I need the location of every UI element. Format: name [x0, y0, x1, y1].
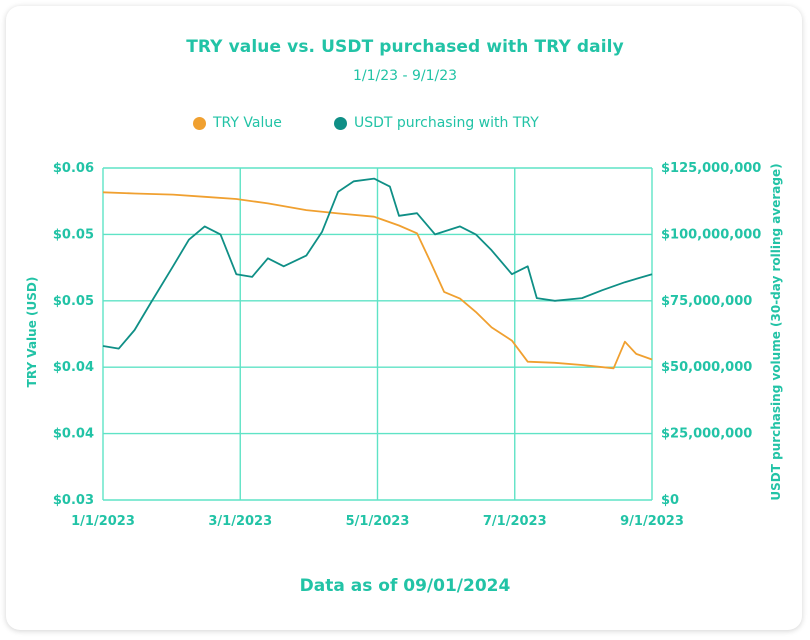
right-axis-tick-label: $100,000,000 — [661, 227, 761, 242]
legend-label-usdt: USDT purchasing with TRY — [354, 115, 539, 131]
left-axis-tick-label: $0.03 — [53, 493, 94, 508]
x-axis-tick-label: 3/1/2023 — [208, 514, 272, 529]
tick-labels: $0.06 $0.05 $0.05 $0.04 $0.04 $0.03 $125,000,0… — [53, 161, 761, 529]
legend-label-try: TRY Value — [213, 115, 282, 131]
x-axis-tick-label: 9/1/2023 — [620, 514, 684, 529]
series-line-try-value — [102, 191, 653, 370]
left-axis-tick-label: $0.06 — [53, 161, 94, 176]
x-axis-tick-label: 5/1/2023 — [346, 514, 410, 529]
chart-subtitle: 1/1/23 - 9/1/23 — [352, 68, 458, 84]
grid — [102, 167, 653, 501]
chart-title: TRY value vs. USDT purchased with TRY da… — [186, 37, 624, 57]
chart-legend: TRY Value USDT purchasing with TRY — [0, 115, 810, 133]
x-axis-tick-label: 7/1/2023 — [483, 514, 547, 529]
data-date-note: Data as of 09/01/2024 — [299, 576, 511, 596]
legend-swatch-try — [193, 116, 206, 130]
right-axis-tick-label: $25,000,000 — [661, 427, 752, 442]
left-axis-tick-label: $0.04 — [53, 427, 94, 442]
left-axis-tick-label: $0.05 — [53, 227, 94, 242]
legend-swatch-usdt — [334, 116, 347, 130]
right-axis-title: USDT purchasing volume (30-day rolling a… — [769, 163, 783, 500]
right-axis-tick-label: $50,000,000 — [661, 360, 752, 375]
right-axis-tick-label: $75,000,000 — [661, 294, 752, 309]
left-axis-title: TRY Value (USD) — [25, 277, 39, 388]
x-axis-tick-label: 1/1/2023 — [71, 514, 135, 529]
legend-item-try[interactable]: TRY Value — [193, 115, 282, 131]
series-layer — [102, 177, 653, 370]
right-axis-tick-label: $125,000,000 — [661, 161, 761, 176]
legend-item-usdt[interactable]: USDT purchasing with TRY — [334, 115, 539, 131]
left-axis-tick-label: $0.05 — [53, 294, 94, 309]
chart-card — [6, 6, 802, 630]
left-axis-tick-label: $0.04 — [53, 360, 94, 375]
series-line-usdt-purchasing — [102, 177, 653, 350]
right-axis-tick-label: $0 — [661, 493, 679, 508]
